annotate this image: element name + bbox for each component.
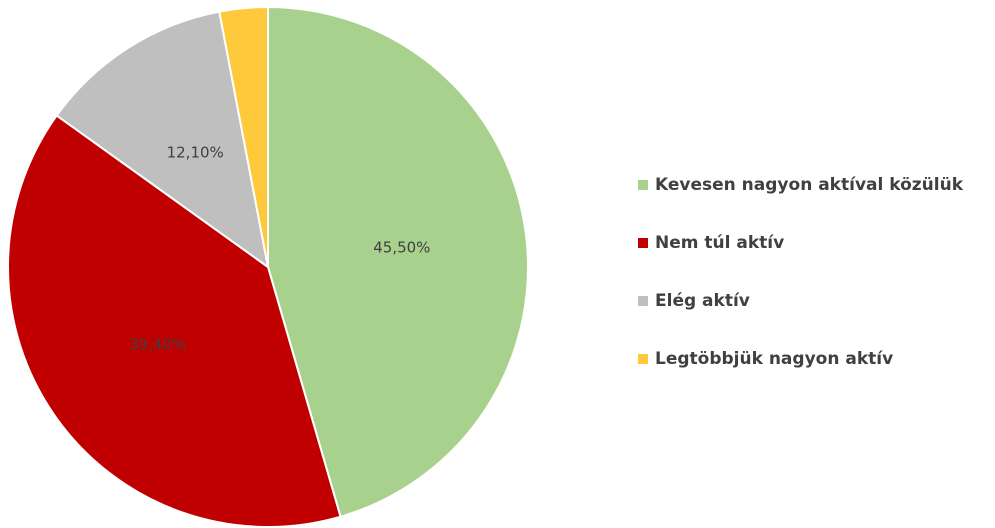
legend-swatch — [638, 180, 648, 190]
legend-label: Elég aktív — [655, 291, 750, 311]
legend-label: Kevesen nagyon aktíval közülük — [655, 175, 964, 195]
pie-slice — [7, 114, 342, 528]
legend-swatch — [638, 238, 648, 248]
data-label: 45,50% — [373, 238, 430, 256]
data-label: 39,40% — [129, 336, 186, 354]
pie-slice — [218, 5, 269, 268]
legend-swatch — [638, 296, 648, 306]
pie-slice — [55, 10, 270, 270]
pie-slice — [267, 5, 529, 518]
legend-label: Legtöbbjük nagyon aktív — [655, 349, 893, 369]
legend-label: Nem túl aktív — [655, 233, 784, 253]
legend-swatch — [638, 354, 648, 364]
data-label: 12,10% — [167, 144, 224, 162]
